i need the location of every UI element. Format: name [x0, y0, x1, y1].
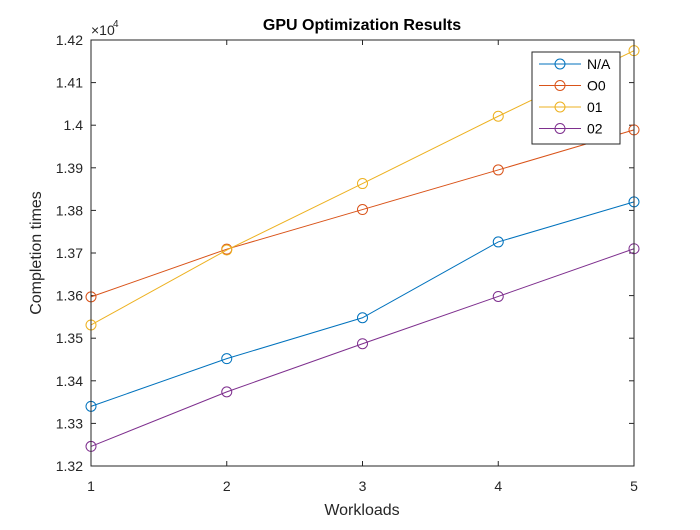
data-point	[492, 290, 504, 302]
data-point	[357, 178, 368, 190]
chart-title: GPU Optimization Results	[263, 17, 461, 34]
legend: N/A O0 01 02	[531, 51, 621, 145]
data-point	[357, 204, 368, 216]
legend-item: 02	[539, 121, 603, 137]
y-tick-label: 1.4	[64, 117, 84, 133]
y-tick-label: 1.35	[56, 330, 83, 346]
data-point	[492, 236, 504, 248]
data-point	[221, 386, 233, 398]
y-axis-label: Completion times	[28, 191, 45, 315]
data-point	[357, 338, 368, 350]
series-line	[90, 129, 635, 298]
y-tick-label: 1.32	[56, 458, 83, 474]
x-axis-label: Workloads	[324, 502, 399, 519]
y-tick-label: 1.36	[56, 288, 83, 304]
y-tick-label: 1.34	[56, 373, 83, 389]
legend-label: N/A	[587, 56, 611, 72]
legend-marker	[554, 80, 566, 91]
ticks-layer: 1 2 3 4 5 1.32 1.33 1.34 1.35 1.36 1.37 1.38 1.39 1.4…	[56, 32, 638, 494]
y-tick-label: 1.39	[56, 160, 83, 176]
legend-item: 01	[539, 99, 603, 115]
legend-marker	[554, 123, 566, 134]
y-tick-label: 1.42	[56, 32, 83, 48]
legend-item: N/A	[539, 56, 611, 72]
legend-label: 01	[587, 99, 603, 115]
y-axis-exponent: ×10 4	[91, 19, 119, 38]
x-tick-label: 1	[87, 478, 95, 494]
x-tick-label: 3	[359, 478, 367, 494]
legend-label: 02	[587, 121, 603, 137]
legend-item: O0	[539, 78, 606, 94]
y-tick-label: 1.38	[56, 202, 83, 218]
x-tick-label: 5	[630, 478, 638, 494]
exponent-base: ×10	[91, 22, 115, 38]
legend-marker	[554, 58, 566, 70]
series-line	[90, 248, 635, 447]
data-point	[221, 244, 233, 256]
y-tick-label: 1.37	[56, 245, 83, 261]
axes-box	[90, 39, 635, 467]
series-line	[90, 201, 635, 407]
x-tick-label: 2	[223, 478, 231, 494]
legend-marker	[554, 101, 566, 113]
x-tick-label: 4	[494, 478, 502, 494]
y-tick-label: 1.33	[56, 415, 83, 431]
data-point	[492, 164, 504, 176]
exponent-power: 4	[113, 19, 119, 30]
y-tick-label: 1.41	[56, 75, 83, 91]
legend-label: O0	[587, 78, 606, 94]
data-point	[221, 353, 233, 365]
data-point	[357, 312, 368, 324]
data-point	[492, 110, 504, 122]
